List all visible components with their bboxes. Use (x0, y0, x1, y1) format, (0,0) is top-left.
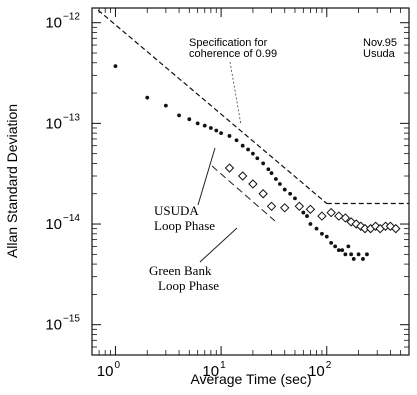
usuda-data-point (246, 147, 250, 152)
usuda-data-point (261, 161, 266, 166)
greenbank-data-point (237, 171, 248, 181)
usuda-data-point (349, 252, 354, 257)
y-axis-label: Allan Standard Deviation (4, 104, 20, 258)
usuda-data-point (227, 134, 232, 138)
usuda-data-point (255, 156, 260, 161)
greenbank-annotation-line2: Loop Phase (158, 278, 219, 293)
usuda-data-point (187, 117, 192, 122)
greenbank-data-point (305, 204, 316, 215)
series-layer (113, 64, 401, 261)
y-tick-exponent: −12 (63, 12, 80, 23)
usuda-data-point (329, 240, 334, 245)
usuda-data-point (293, 196, 297, 201)
y-tick-label: 10 (45, 115, 62, 132)
usuda-annotation-line2: Loop Phase (154, 218, 215, 233)
usuda-data-point (346, 244, 351, 249)
usuda-data-point (288, 191, 293, 196)
usuda-data-point (202, 123, 207, 128)
usuda-data-point (361, 257, 365, 261)
usuda-data-point (324, 234, 329, 239)
usuda-data-point (277, 182, 282, 186)
usuda-data-point (113, 64, 118, 69)
usuda-data-point (282, 187, 287, 192)
usuda-data-point (269, 171, 274, 176)
spec-annotation-line1: Specification for (189, 37, 268, 49)
greenbank-data-point (280, 203, 290, 213)
usuda-data-point (356, 252, 361, 257)
greenbank-data-point (391, 223, 401, 234)
usuda-data-point (266, 167, 271, 172)
usuda-data-point (351, 257, 356, 261)
y-tick-label: 10 (45, 216, 62, 233)
greenbank-dash-line (211, 165, 276, 222)
usuda-data-point (305, 214, 309, 218)
usuda-data-point (208, 126, 213, 130)
plot-frame (91, 7, 410, 356)
usuda-data-point (251, 151, 255, 156)
usuda-data-point (343, 252, 348, 257)
usuda-pointer-line (197, 147, 216, 206)
greenbank-data-point (294, 201, 305, 212)
usuda-data-point (301, 210, 306, 215)
y-tick-exponent: −15 (63, 314, 80, 325)
greenbank-pointer-line (199, 227, 238, 263)
usuda-data-point (314, 226, 319, 231)
greenbank-data-point (248, 179, 258, 189)
specification-layer (94, 8, 409, 205)
x-tick-exponent: 0 (114, 360, 120, 371)
usuda-data-point (333, 244, 338, 249)
x-axis-label: Average Time (sec) (190, 371, 311, 387)
usuda-data-point (336, 248, 341, 253)
usuda-data-point (308, 222, 313, 226)
usuda-data-point (273, 177, 278, 181)
x-tick-label: 10 (308, 363, 325, 380)
usuda-data-point (163, 103, 168, 108)
usuda-data-point (240, 143, 245, 148)
y-tick-exponent: −13 (63, 112, 80, 123)
usuda-data-point (234, 138, 239, 143)
usuda-data-point (177, 113, 181, 118)
usuda-data-point (365, 252, 369, 257)
x-tick-label: 10 (97, 363, 114, 380)
greenbank-data-point (317, 211, 327, 221)
spec-line-sloped (94, 8, 328, 204)
x-tick-exponent: 1 (220, 360, 226, 371)
date-annotation: Nov.95 (363, 37, 397, 49)
site-annotation: Usuda (363, 48, 396, 60)
usuda-annotation-line1: USUDA (154, 203, 199, 218)
y-tick-label: 10 (45, 317, 62, 334)
greenbank-data-point (326, 207, 336, 218)
usuda-data-point (340, 248, 345, 253)
greenbank-data-point (224, 163, 235, 173)
usuda-data-point (214, 128, 219, 133)
usuda-data-point (195, 121, 200, 126)
spec-annotation-line2: coherence of 0.99 (189, 48, 277, 60)
y-tick-label: 10 (45, 15, 62, 32)
greenbank-data-point (340, 213, 351, 223)
greenbank-annotation-line1: Green Bank (149, 263, 212, 278)
x-tick-exponent: 2 (326, 360, 332, 371)
usuda-data-point (219, 131, 224, 136)
labels-layer: Average Time (sec) Allan Standard Deviat… (4, 37, 397, 387)
x-tick-label: 10 (202, 363, 219, 380)
y-tick-exponent: −14 (63, 213, 80, 224)
usuda-data-point (145, 95, 150, 100)
usuda-data-point (320, 231, 324, 236)
greenbank-data-point (258, 189, 268, 199)
greenbank-data-point (266, 201, 277, 212)
spec-pointer-line (229, 61, 242, 126)
